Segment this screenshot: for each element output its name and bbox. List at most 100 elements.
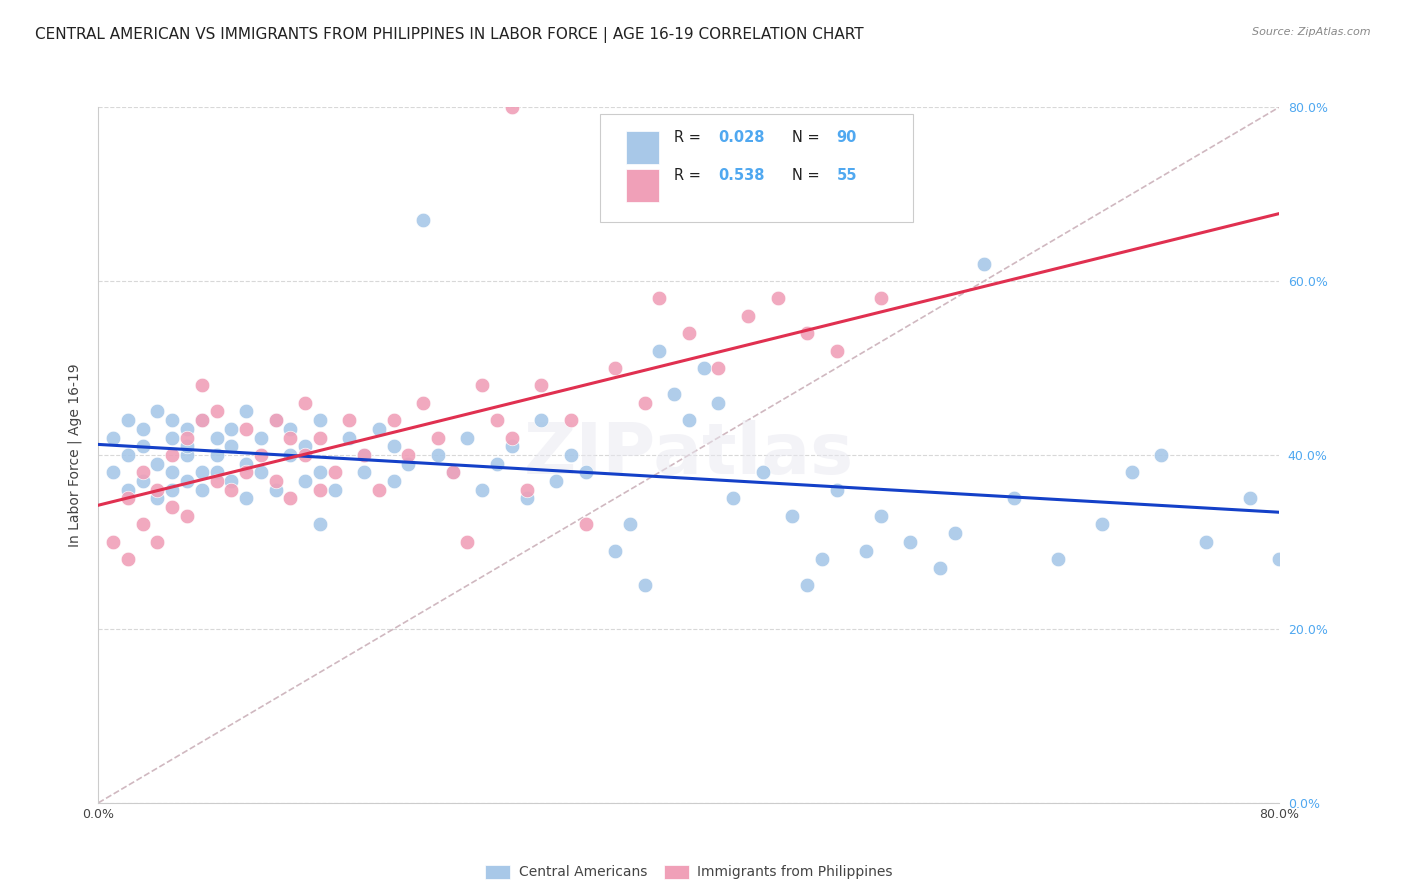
- Point: [456, 431, 478, 445]
- Point: [191, 483, 214, 497]
- Point: [796, 326, 818, 340]
- Point: [205, 474, 228, 488]
- Point: [501, 431, 523, 445]
- Point: [382, 439, 405, 453]
- Point: [353, 466, 375, 480]
- Text: 90: 90: [837, 130, 856, 145]
- Point: [132, 422, 155, 436]
- Point: [648, 291, 671, 305]
- Text: R =: R =: [673, 130, 704, 145]
- Text: 0.538: 0.538: [718, 169, 765, 184]
- Point: [441, 466, 464, 480]
- Text: 0.028: 0.028: [718, 130, 765, 145]
- Point: [530, 413, 553, 427]
- Point: [855, 543, 877, 558]
- Point: [1239, 491, 1261, 506]
- Point: [103, 534, 125, 549]
- Point: [1046, 552, 1069, 566]
- Point: [309, 431, 332, 445]
- Point: [132, 439, 155, 453]
- Point: [117, 448, 139, 462]
- Point: [427, 431, 450, 445]
- Point: [869, 508, 891, 523]
- Point: [103, 431, 125, 445]
- Point: [501, 439, 523, 453]
- Point: [103, 466, 125, 480]
- Point: [235, 422, 257, 436]
- Point: [176, 439, 198, 453]
- Point: [205, 404, 228, 418]
- Text: N =: N =: [792, 130, 824, 145]
- Point: [146, 404, 169, 418]
- Point: [396, 457, 419, 471]
- Point: [796, 578, 818, 592]
- Point: [176, 474, 198, 488]
- Point: [323, 466, 346, 480]
- Point: [560, 413, 582, 427]
- Point: [928, 561, 950, 575]
- Point: [162, 448, 183, 462]
- Point: [162, 413, 183, 427]
- FancyBboxPatch shape: [626, 131, 659, 164]
- Text: R =: R =: [673, 169, 704, 184]
- Point: [117, 483, 139, 497]
- Point: [382, 413, 405, 427]
- Point: [219, 422, 242, 436]
- Point: [900, 534, 922, 549]
- Point: [605, 360, 627, 375]
- Point: [132, 474, 155, 488]
- Point: [707, 360, 730, 375]
- Point: [368, 422, 391, 436]
- Point: [353, 448, 375, 462]
- Y-axis label: In Labor Force | Age 16-19: In Labor Force | Age 16-19: [67, 363, 83, 547]
- Point: [664, 387, 686, 401]
- Point: [737, 309, 759, 323]
- Point: [264, 474, 287, 488]
- FancyBboxPatch shape: [600, 114, 914, 222]
- Point: [205, 431, 228, 445]
- Point: [515, 483, 537, 497]
- Point: [219, 474, 242, 488]
- Point: [723, 491, 745, 506]
- Point: [707, 396, 730, 410]
- Point: [191, 413, 214, 427]
- Point: [250, 448, 273, 462]
- Text: Source: ZipAtlas.com: Source: ZipAtlas.com: [1253, 27, 1371, 37]
- Legend: Central Americans, Immigrants from Philippines: Central Americans, Immigrants from Phili…: [478, 857, 900, 887]
- Point: [294, 448, 316, 462]
- Point: [825, 343, 848, 358]
- Point: [486, 413, 509, 427]
- Point: [250, 431, 273, 445]
- Point: [117, 491, 139, 506]
- Point: [264, 483, 287, 497]
- Point: [574, 466, 596, 480]
- Point: [162, 500, 183, 514]
- Point: [339, 413, 360, 427]
- Point: [633, 396, 655, 410]
- Point: [427, 448, 450, 462]
- Point: [973, 256, 995, 270]
- Point: [619, 517, 641, 532]
- Point: [235, 491, 257, 506]
- Point: [191, 466, 214, 480]
- Point: [278, 448, 302, 462]
- Point: [176, 508, 198, 523]
- Point: [146, 457, 169, 471]
- Point: [264, 413, 287, 427]
- Point: [1121, 466, 1143, 480]
- Point: [1268, 552, 1291, 566]
- Point: [309, 517, 332, 532]
- Point: [294, 396, 316, 410]
- Point: [560, 448, 582, 462]
- Point: [176, 422, 198, 436]
- Point: [162, 483, 183, 497]
- Point: [412, 396, 434, 410]
- Point: [205, 466, 228, 480]
- Point: [309, 466, 332, 480]
- Point: [117, 552, 139, 566]
- Point: [353, 448, 375, 462]
- Point: [1002, 491, 1025, 506]
- Point: [486, 457, 509, 471]
- Point: [176, 448, 198, 462]
- Point: [810, 552, 832, 566]
